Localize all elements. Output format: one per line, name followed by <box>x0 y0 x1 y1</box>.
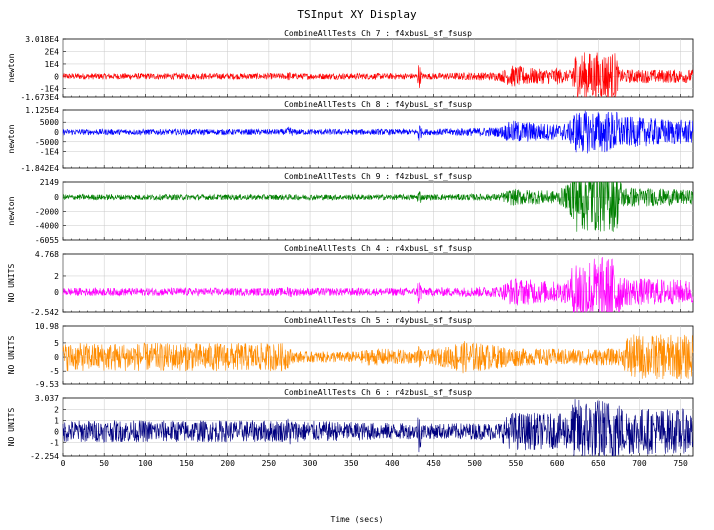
y-tick-label: 2 <box>54 272 59 281</box>
y-axis-label: newton <box>7 124 16 153</box>
y-tick-label: 0 <box>54 288 59 297</box>
y-tick-label: 0 <box>54 128 59 137</box>
x-tick-label: 100 <box>138 459 153 468</box>
y-tick-label: 0 <box>54 72 59 81</box>
y-tick-label: 3.037 <box>35 394 59 403</box>
series-line <box>62 334 694 380</box>
y-axis-label: NO UNITS <box>7 264 16 303</box>
x-tick-label: 550 <box>509 459 524 468</box>
y-tick-label: -1E4 <box>40 148 59 157</box>
panel-title: CombineAllTests Ch 9 : f4zbusL_sf_fsusp <box>284 172 472 181</box>
x-tick-label: 750 <box>673 459 688 468</box>
x-tick-label: 600 <box>550 459 565 468</box>
y-axis-label: NO UNITS <box>7 408 16 447</box>
y-tick-label: 10.98 <box>35 322 59 331</box>
series-line <box>62 181 694 232</box>
x-tick-label: 200 <box>220 459 235 468</box>
y-tick-label: 1E4 <box>45 60 60 69</box>
y-tick-label: 2 <box>54 405 59 414</box>
y-tick-label: -2.254 <box>30 452 59 461</box>
y-tick-label: 1 <box>54 416 59 425</box>
series-line <box>62 52 694 98</box>
panel-title: CombineAllTests Ch 8 : f4ybusL_sf_fsusp <box>284 100 472 109</box>
y-tick-label: 2E4 <box>45 48 60 57</box>
x-tick-label: 300 <box>303 459 318 468</box>
y-tick-label: -1 <box>49 438 59 447</box>
y-axis-label: newton <box>7 196 16 225</box>
chart-panel-6: 3.037 2 1 0 -1 -2.254 CombineAllTests Ch 6 : r… <box>7 388 694 461</box>
x-tick-label: 500 <box>468 459 483 468</box>
y-tick-label: -5 <box>49 367 59 376</box>
y-tick-label: -1E4 <box>40 85 59 94</box>
y-tick-label: -9.53 <box>35 380 59 389</box>
x-axis-label: Time (secs) <box>330 515 384 524</box>
y-tick-label: -1.842E4 <box>20 164 59 173</box>
panel-title: CombineAllTests Ch 7 : f4xbusL_sf_fsusp <box>284 29 472 38</box>
chart-panel-5: 10.98 5 0 -5 -9.53 CombineAllTests Ch 5 : r4y… <box>7 316 694 389</box>
y-tick-label: 0 <box>54 353 59 362</box>
chart-panel-1: 3.018E4 2E4 1E4 0 -1E4-1.673E4 CombineAllTest… <box>7 29 694 102</box>
plot-frame <box>62 181 694 241</box>
y-tick-label: -6055 <box>35 236 59 245</box>
y-tick-label: -2000 <box>35 207 59 216</box>
x-tick-label: 0 <box>61 459 66 468</box>
y-tick-label: 1.125E4 <box>25 106 59 115</box>
y-tick-label: -4000 <box>35 221 59 230</box>
series-line <box>62 110 694 154</box>
panel-title: CombineAllTests Ch 5 : r4ybusL_sf_fsusp <box>284 316 472 325</box>
y-tick-label: -5000 <box>35 138 59 147</box>
y-axis-label: NO UNITS <box>7 336 16 375</box>
y-tick-label: 5000 <box>40 118 59 127</box>
x-tick-label: 450 <box>426 459 441 468</box>
x-tick-label: 400 <box>385 459 400 468</box>
x-tick-label: 150 <box>179 459 194 468</box>
x-tick-label: 50 <box>99 459 109 468</box>
panel-title: CombineAllTests Ch 4 : r4xbusL_sf_fsusp <box>284 244 472 253</box>
y-tick-label: 4.768 <box>35 250 59 259</box>
y-tick-label: -2.542 <box>30 308 59 317</box>
x-tick-label: 250 <box>262 459 277 468</box>
x-tick-label: 650 <box>591 459 606 468</box>
y-tick-label: -1.673E4 <box>20 93 59 102</box>
y-axis-label: newton <box>7 53 16 82</box>
chart-panel-4: 4.768 2 0 -2.542 CombineAllTests Ch 4 : r4xb… <box>7 244 694 317</box>
x-tick-label: 700 <box>632 459 647 468</box>
page-title: TSInput XY Display <box>297 8 417 21</box>
y-tick-label: 5 <box>54 339 59 348</box>
x-tick-label: 350 <box>344 459 359 468</box>
panel-title: CombineAllTests Ch 6 : r4zbusL_sf_fsusp <box>284 388 472 397</box>
chart-panel-3: 2149 0 -2000 -4000 -6055 CombineAllTests Ch 9… <box>7 172 694 245</box>
series-line <box>62 399 694 457</box>
y-tick-label: 2149 <box>40 178 59 187</box>
y-tick-label: 0 <box>54 427 59 436</box>
y-tick-label: 0 <box>54 193 59 202</box>
y-tick-label: 3.018E4 <box>25 35 59 44</box>
series-line <box>62 257 694 313</box>
